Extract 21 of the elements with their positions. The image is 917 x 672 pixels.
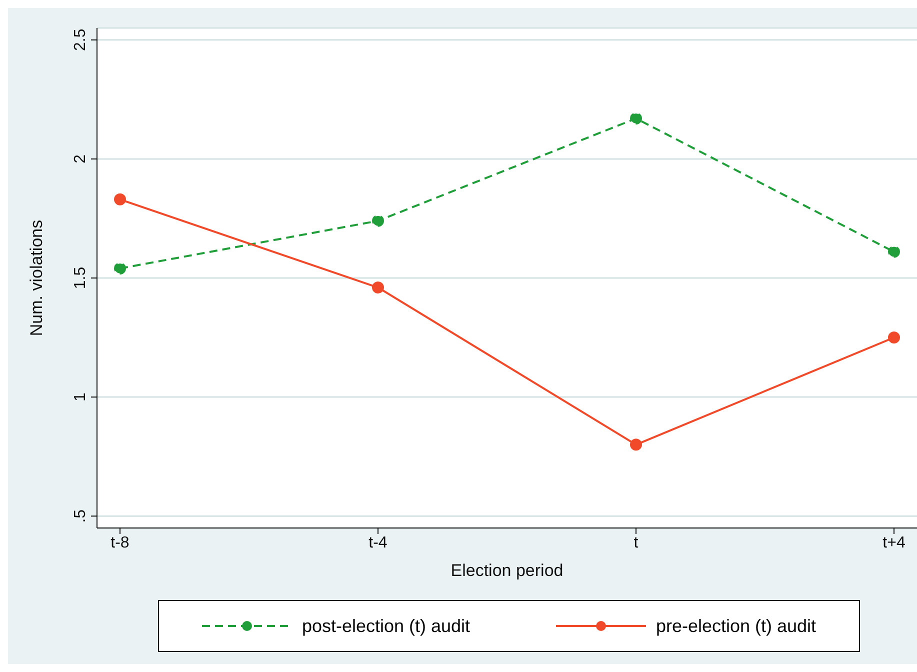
- x-axis-title: Election period: [450, 561, 564, 580]
- y-tick-label: 1.5: [72, 266, 89, 290]
- legend-label: pre-election (t) audit: [656, 616, 816, 636]
- y-axis-title: Num. violations: [27, 220, 46, 336]
- point: [630, 112, 642, 124]
- x-tick-label: t+4: [882, 534, 906, 552]
- point: [888, 246, 900, 258]
- legend-label: post-election (t) audit: [302, 616, 470, 636]
- x-tick-label: t-8: [110, 534, 130, 552]
- x-tick-label: t-4: [368, 534, 388, 552]
- y-tick-label: 2: [72, 154, 89, 164]
- point: [888, 332, 900, 344]
- point: [372, 214, 384, 227]
- y-tick-label: 2.5: [72, 28, 89, 52]
- point: [630, 438, 642, 451]
- point: [114, 262, 126, 274]
- y-tick-label: 1: [72, 392, 89, 402]
- y-tick-label: .5: [72, 509, 89, 523]
- point: [372, 282, 384, 294]
- point: [114, 193, 126, 206]
- x-tick-label: t: [634, 534, 639, 552]
